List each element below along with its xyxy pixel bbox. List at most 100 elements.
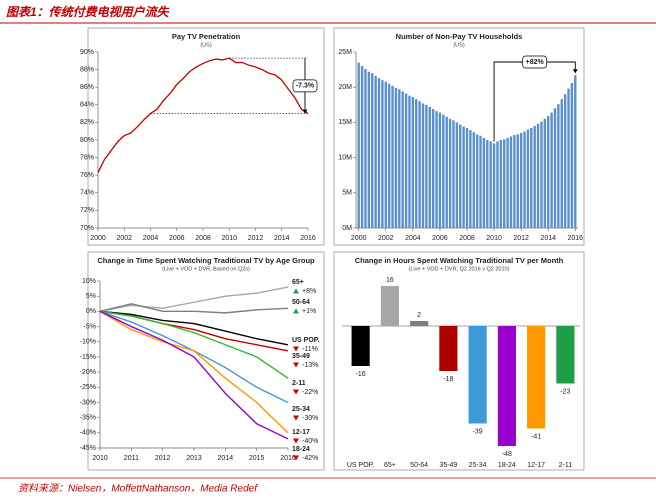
y-tick-label: 0M [342, 225, 352, 232]
x-tick-label: 2016 [300, 235, 316, 242]
x-tick-label: 65+ [384, 462, 396, 469]
x-tick-label: 2014 [540, 235, 556, 242]
y-tick-label: 0% [86, 308, 96, 315]
bar [442, 114, 445, 228]
annotation: +82% [526, 59, 545, 66]
x-tick-label: 50-64 [410, 462, 428, 469]
bar [360, 66, 364, 228]
bar [482, 137, 486, 228]
bar [404, 93, 408, 228]
change-arrow [293, 438, 299, 444]
panel-frame [87, 27, 325, 246]
bar [509, 136, 513, 228]
bar [513, 135, 516, 228]
chart-title: Change in Time Spent Watching Traditiona… [97, 256, 315, 265]
change-arrow [293, 455, 299, 461]
x-tick-label: US POP. [347, 462, 375, 469]
y-tick-label: 78% [80, 154, 94, 161]
bar [438, 112, 442, 228]
series-name: 35-49 [292, 353, 310, 360]
y-tick-label: 80% [80, 137, 94, 144]
bar [499, 140, 503, 228]
change-arrow [293, 288, 299, 294]
bar [469, 130, 472, 228]
change-arrow [293, 362, 299, 368]
bar [475, 134, 479, 228]
bar [387, 83, 391, 229]
bar [398, 89, 401, 228]
x-tick-label: 2016 [280, 455, 296, 462]
bar [523, 131, 526, 228]
bar [415, 99, 418, 228]
series-name: US POP. [292, 337, 320, 344]
y-tick-label: -35% [80, 414, 96, 421]
bar [425, 104, 428, 228]
x-tick-label: 2016 [568, 235, 584, 242]
data-line [99, 310, 289, 352]
y-tick-label: 15M [338, 119, 352, 126]
bar [479, 135, 482, 228]
x-tick-label: 2-11 [559, 462, 573, 469]
bar [418, 101, 421, 228]
bar [377, 78, 381, 228]
y-tick-label: 90% [80, 49, 94, 56]
bar [357, 62, 360, 229]
data-line [99, 286, 289, 313]
x-tick-label: 35-49 [439, 462, 457, 469]
data-line [97, 57, 309, 173]
bar [381, 80, 384, 228]
change-arrow [293, 415, 299, 421]
series-name: 12-17 [292, 429, 310, 436]
bar [557, 104, 560, 228]
y-tick-label: 20M [338, 84, 352, 91]
y-tick-label: 72% [80, 207, 94, 214]
change-arrow [293, 308, 299, 314]
bar [536, 123, 540, 228]
value-label: -16 [356, 371, 366, 378]
bar [543, 118, 547, 228]
y-tick-label: -10% [80, 339, 96, 346]
bar [533, 125, 536, 228]
bar [547, 116, 550, 228]
x-tick-label: 2000 [351, 235, 367, 242]
header-title: 图表1：传统付费电视用户流失 [6, 5, 170, 19]
bar [445, 116, 448, 228]
series-name: 2-11 [292, 380, 306, 387]
bar [570, 82, 574, 228]
bar [567, 88, 570, 228]
panel-frame [87, 251, 325, 471]
annotation-box [292, 79, 318, 93]
x-tick-label: 2014 [218, 455, 234, 462]
bar [553, 108, 557, 228]
value-label: -41 [531, 433, 541, 440]
y-tick-label: 70% [80, 225, 94, 232]
bar [550, 112, 553, 228]
bar [530, 128, 533, 228]
chart-title: Number of Non-Pay TV Households [396, 32, 523, 41]
x-tick-label: 2006 [169, 235, 185, 242]
x-tick-label: 2008 [459, 235, 475, 242]
panel-frame [333, 251, 585, 471]
x-tick-label: 2004 [143, 235, 159, 242]
data-line [99, 310, 289, 434]
change-label: +8% [302, 288, 316, 295]
bar [380, 286, 399, 326]
y-tick-label: -45% [80, 445, 96, 452]
x-tick-label: 2012 [513, 235, 529, 242]
chart-title: Change in Hours Spent Watching Tradition… [355, 256, 564, 265]
bar [452, 120, 455, 228]
x-tick-label: 2002 [116, 235, 132, 242]
series-name: 25-34 [292, 406, 310, 413]
bar [371, 73, 374, 229]
x-tick-label: 2013 [186, 455, 202, 462]
bar [384, 81, 387, 229]
bar [428, 106, 431, 228]
bar [394, 87, 398, 229]
x-tick-label: 2002 [378, 235, 394, 242]
data-line [99, 303, 289, 314]
bar [574, 75, 577, 229]
change-label: -13% [302, 362, 318, 369]
chart-subtitle: (US) [200, 42, 211, 48]
y-tick-label: 25M [338, 49, 352, 56]
